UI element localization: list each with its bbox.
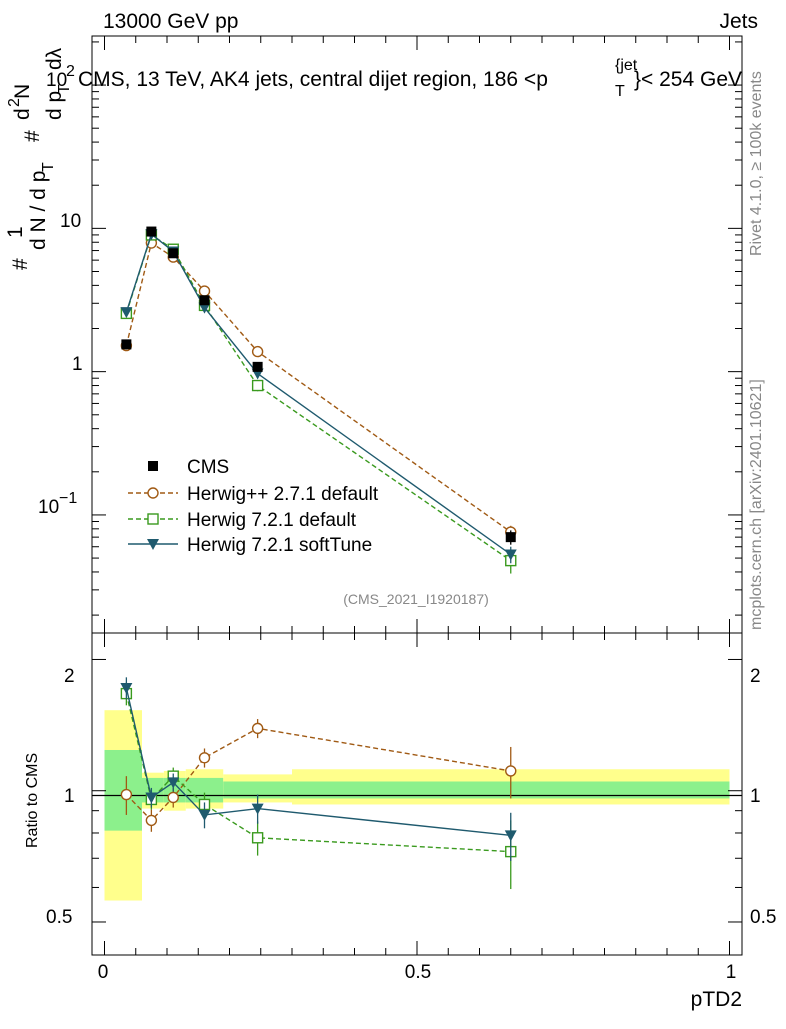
ratio-ytick-left-2: 2	[64, 666, 75, 687]
main-title-sup: {jet	[615, 57, 638, 74]
x-axis-title: pTD2	[691, 988, 742, 1011]
ratio-point-softtune	[145, 792, 158, 804]
ratio-series-herwigpp	[120, 719, 517, 832]
main-point-softtune	[120, 307, 133, 319]
ratio-series-softtune	[120, 677, 517, 861]
ratio-point-softtune	[198, 809, 211, 821]
ytick-label-10-minus1-exp: −1	[59, 490, 77, 507]
main-title-sub: T	[615, 83, 625, 100]
main-point-cms	[252, 361, 263, 372]
ratio-point-herwigpp	[198, 752, 211, 764]
legend-label-herwig721: Herwig 7.2.1 default	[187, 510, 357, 531]
ylabel-dlambda: dλ	[43, 47, 66, 70]
ratio-ytick-left-05: 0.5	[46, 907, 72, 928]
main-title-tail: }< 254 GeV	[634, 68, 742, 91]
main-point-softtune	[198, 302, 211, 314]
rivet-version-label: Rivet 4.1.0, ≥ 100k events	[748, 71, 765, 256]
ratio-point-softtune	[120, 683, 133, 695]
legend-marker-herwigpp	[147, 487, 159, 499]
xtick-label-05: 0.5	[405, 962, 431, 983]
axis-ticks	[92, 36, 742, 955]
ratio-series	[120, 677, 517, 890]
ratio-point-softtune	[504, 830, 517, 842]
main-point-herwigpp	[251, 345, 264, 358]
ylabel-n: N	[11, 84, 34, 99]
ratio-point-herwigpp	[251, 722, 264, 735]
ytick-label-10-minus1-base: 10	[38, 497, 59, 518]
main-point-cms	[121, 339, 132, 350]
ratio-uncertainty-bands	[104, 710, 730, 901]
ytick-label-100-exp: 2	[66, 63, 75, 80]
main-y-axis-label: # 1 d N / d p T # d p T d 2 N dλ	[4, 47, 73, 270]
main-line-herwigpp	[125, 241, 512, 533]
legend-label-cms: CMS	[187, 457, 229, 478]
xtick-label-0: 0	[98, 962, 109, 983]
main-title-lead: CMS, 13 TeV, AK4 jets, central dijet reg…	[78, 68, 548, 91]
main-point-softtune	[504, 549, 517, 561]
ylabel-one: 1	[4, 226, 27, 238]
main-point-cms	[505, 532, 516, 543]
ratio-ytick-right-05: 0.5	[750, 907, 776, 928]
ylabel-hash-2: #	[21, 130, 44, 142]
main-point-cms	[146, 226, 157, 237]
ylabel-dp: d p	[43, 91, 66, 120]
category-label: Jets	[719, 10, 758, 33]
ratio-point-herwigpp	[120, 788, 133, 801]
ratio-ytick-right-2: 2	[750, 666, 761, 687]
analysis-watermark: (CMS_2021_I1920187)	[343, 591, 489, 607]
ytick-label-1: 1	[72, 354, 83, 375]
energy-label: 13000 GeV pp	[103, 10, 238, 33]
legend-label-softtune: Herwig 7.2.1 softTune	[187, 535, 372, 556]
mcplots-label: mcplots.cern.ch [arXiv:2401.10621]	[748, 379, 765, 630]
ratio-point-softtune	[167, 777, 180, 789]
ratio-ytick-right-1: 1	[750, 786, 761, 807]
main-point-herwig721	[251, 379, 264, 392]
main-series	[120, 226, 517, 574]
legend-marker-softtune	[147, 539, 159, 550]
ytick-label-10: 10	[60, 211, 81, 232]
ratio-point-herwigpp	[167, 791, 179, 804]
xtick-label-1: 1	[726, 962, 737, 983]
ratio-y-axis-label: Ratio to CMS	[24, 753, 41, 848]
ratio-point-herwig721	[251, 832, 264, 844]
main-point-cms	[199, 295, 210, 306]
ratio-ytick-left-1: 1	[64, 786, 75, 807]
ylabel-hash-1: #	[9, 258, 32, 270]
legend-label-herwigpp: Herwig++ 2.7.1 default	[187, 484, 379, 505]
main-point-herwigpp	[198, 285, 211, 297]
main-line-softtune	[125, 233, 512, 556]
legend-marker-cms	[148, 461, 158, 471]
ylabel-sub-t-2: T	[56, 84, 73, 94]
ratio-line-herwigpp	[125, 727, 511, 822]
legend: CMS Herwig++ 2.7.1 default Herwig 7.2.1 …	[128, 457, 379, 556]
ratio-line-softtune	[125, 687, 511, 837]
ylabel-dn-dpt: d N / d p	[27, 171, 50, 250]
ratio-point-herwigpp	[145, 814, 158, 827]
legend-marker-herwig721	[147, 513, 159, 525]
ratio-point-herwigpp	[505, 765, 517, 777]
ylabel-d: d	[11, 108, 34, 120]
ytick-label-100-base: 10	[46, 70, 67, 91]
ylabel-sup-2: 2	[6, 98, 23, 107]
main-series-cms	[121, 226, 516, 545]
ylabel-sub-t-1: T	[40, 162, 57, 172]
legend-symbols	[128, 461, 178, 550]
main-point-cms	[168, 248, 179, 259]
ratio-point-softtune	[251, 803, 264, 815]
ratio-band-inner	[223, 781, 292, 799]
